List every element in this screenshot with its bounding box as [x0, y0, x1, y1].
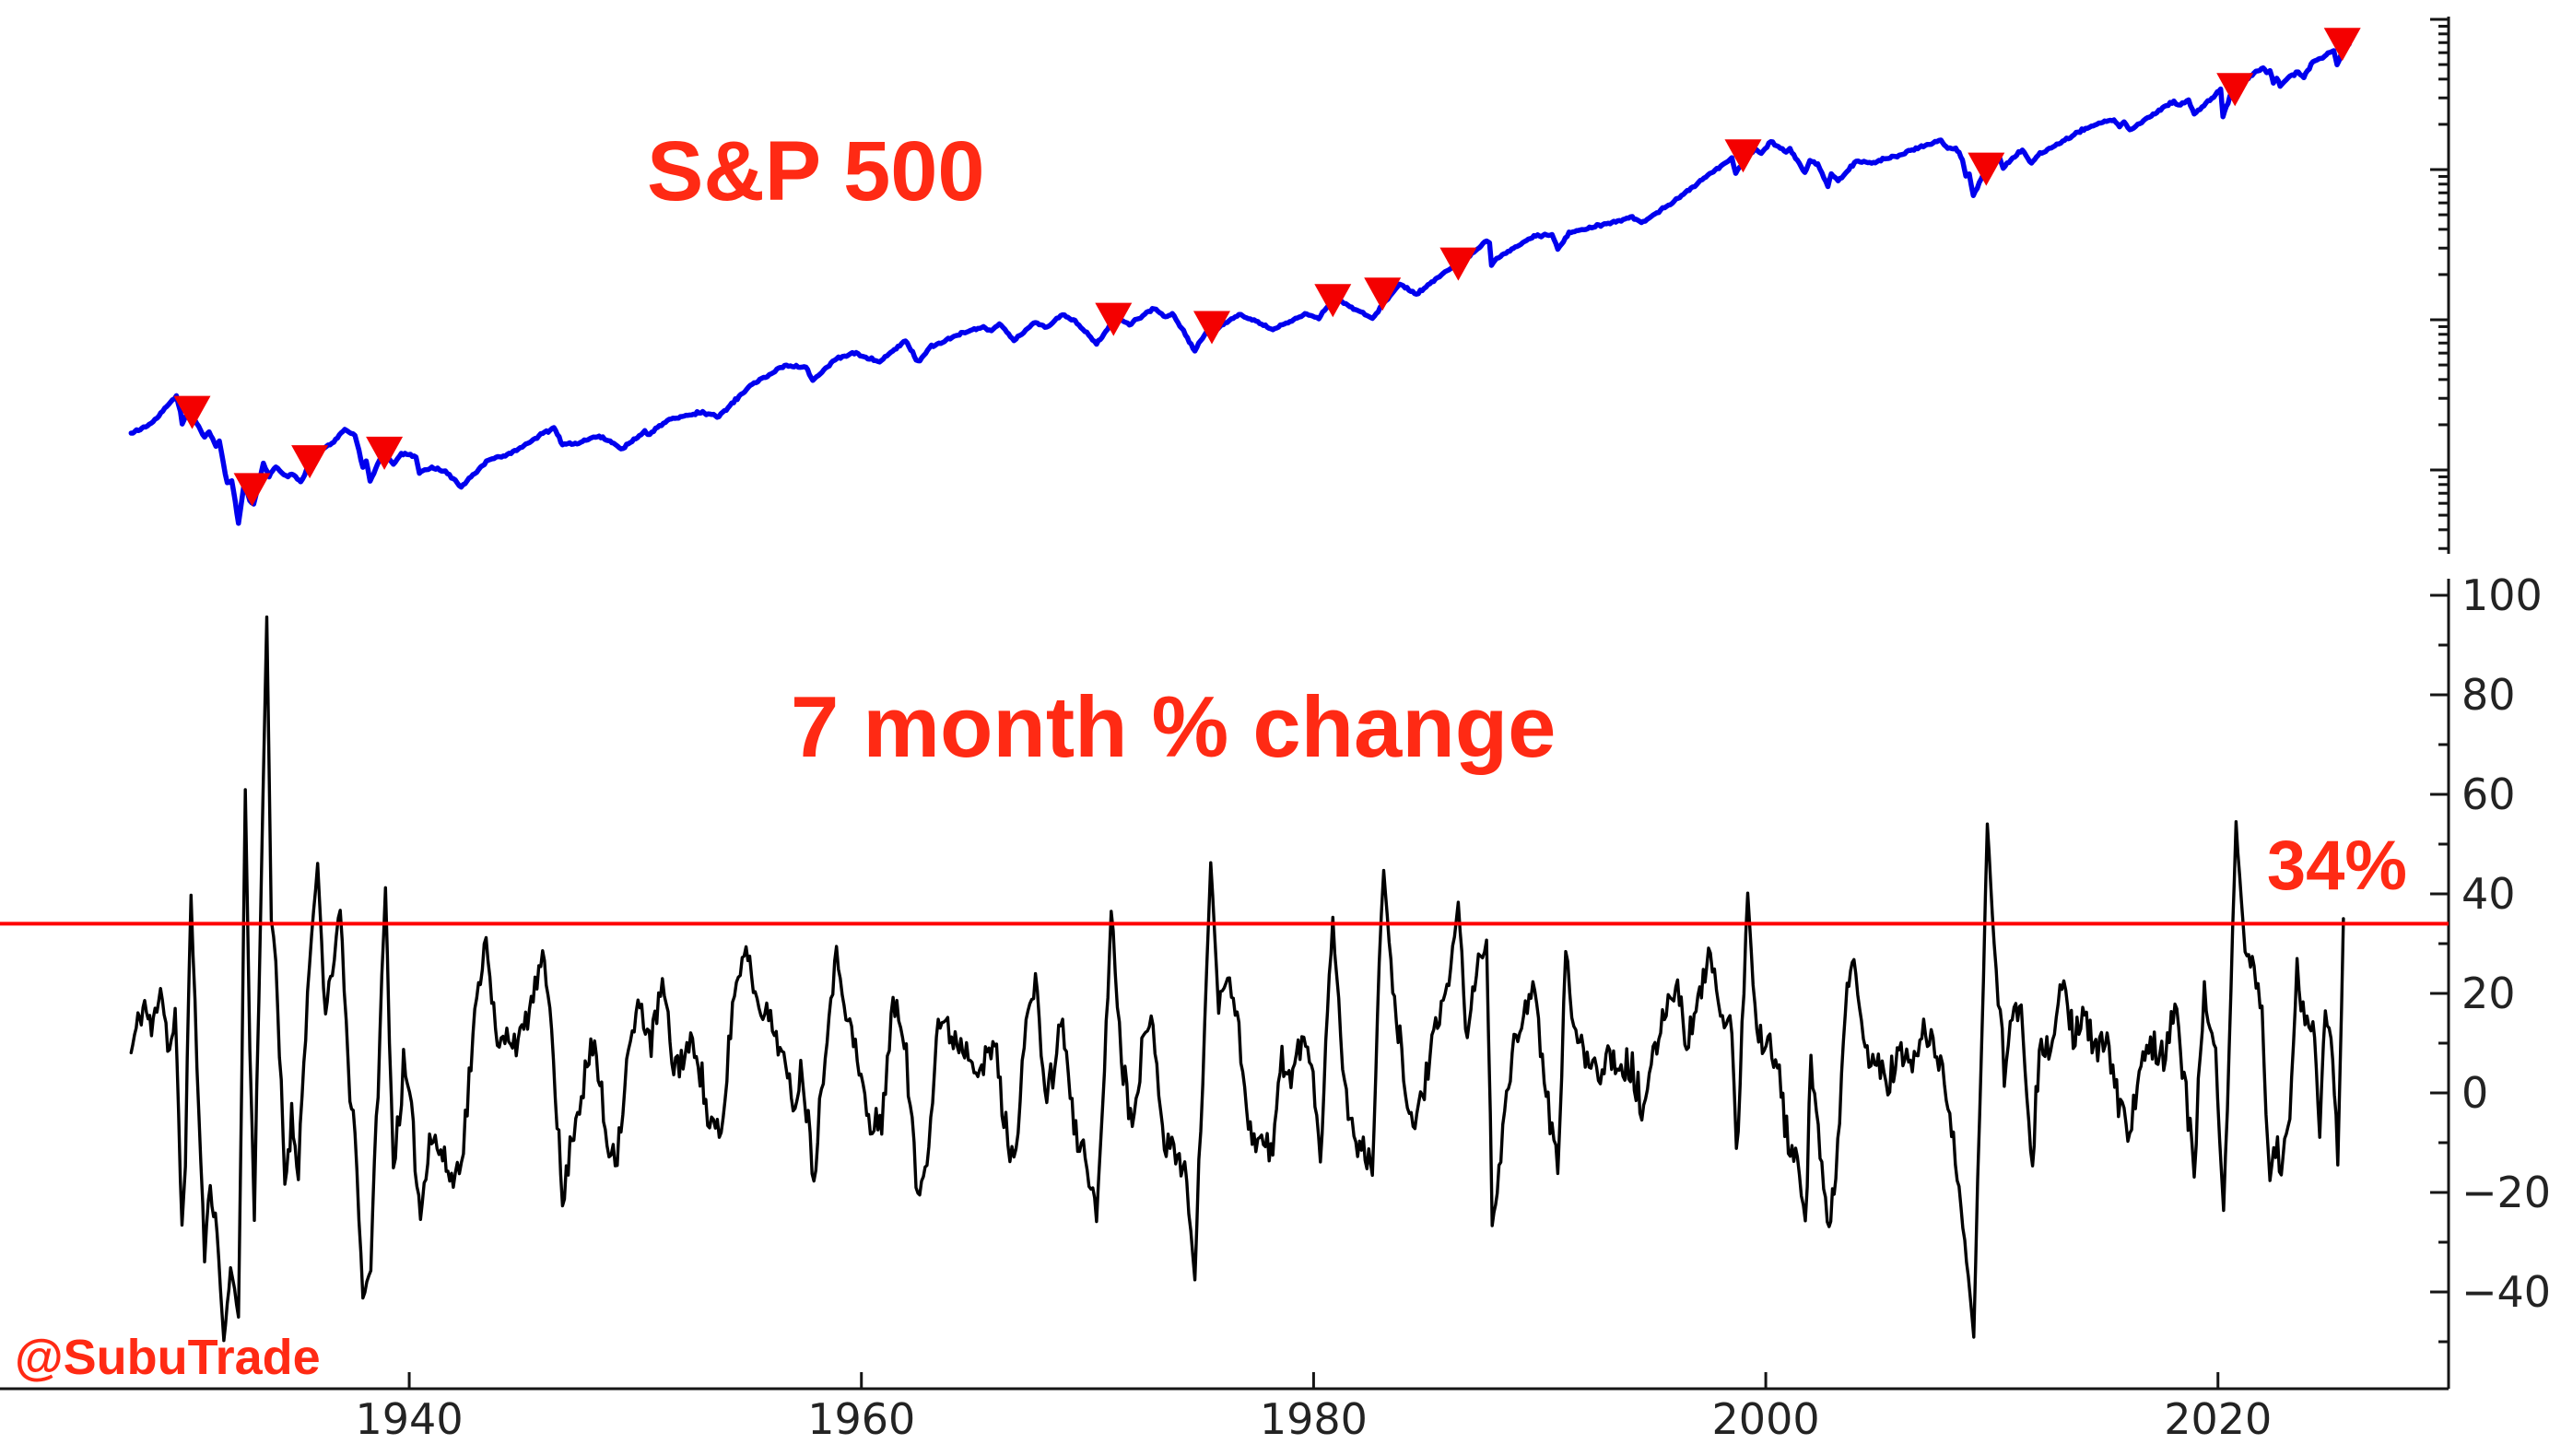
x-tick-label: 2000: [1712, 1394, 1820, 1444]
sp500-title-label: S&P 500: [647, 124, 985, 218]
down-triangle-marker-icon: [1095, 302, 1133, 336]
y-tick-label: 60: [2461, 769, 2516, 819]
down-triangle-marker-icon: [291, 445, 329, 479]
sp500-price-line: [128, 41, 2352, 526]
y-tick-label: 80: [2461, 670, 2516, 720]
down-triangle-marker-icon: [1364, 277, 1402, 311]
y-tick-label: 100: [2461, 570, 2543, 620]
x-tick-label: 1940: [356, 1394, 464, 1444]
seven-month-change-title-label: 7 month % change: [791, 678, 1557, 775]
down-triangle-marker-icon: [1968, 152, 2005, 186]
down-triangle-marker-icon: [2216, 73, 2254, 107]
down-triangle-marker-icon: [1193, 311, 1230, 345]
x-tick-label: 1960: [807, 1394, 915, 1444]
momentum-line: [129, 615, 2345, 1343]
y-tick-label: −20: [2461, 1168, 2551, 1217]
x-tick-label: 2020: [2164, 1394, 2272, 1444]
y-tick-label: −40: [2461, 1267, 2551, 1317]
watermark-subutrade: @SubuTrade: [15, 1330, 321, 1385]
y-tick-label: 40: [2461, 869, 2516, 919]
down-triangle-marker-icon: [1724, 139, 1762, 173]
y-tick-label: 0: [2461, 1068, 2488, 1118]
y-tick-label: 20: [2461, 969, 2516, 1018]
down-triangle-marker-icon: [1439, 247, 1477, 281]
threshold-34pct-label: 34%: [2266, 827, 2407, 905]
x-tick-label: 1980: [1260, 1394, 1368, 1444]
down-triangle-marker-icon: [1314, 284, 1352, 318]
down-triangle-marker-icon: [173, 395, 211, 429]
down-triangle-marker-icon: [2323, 28, 2361, 62]
down-triangle-marker-icon: [366, 436, 404, 470]
down-triangle-marker-icon: [233, 473, 271, 507]
